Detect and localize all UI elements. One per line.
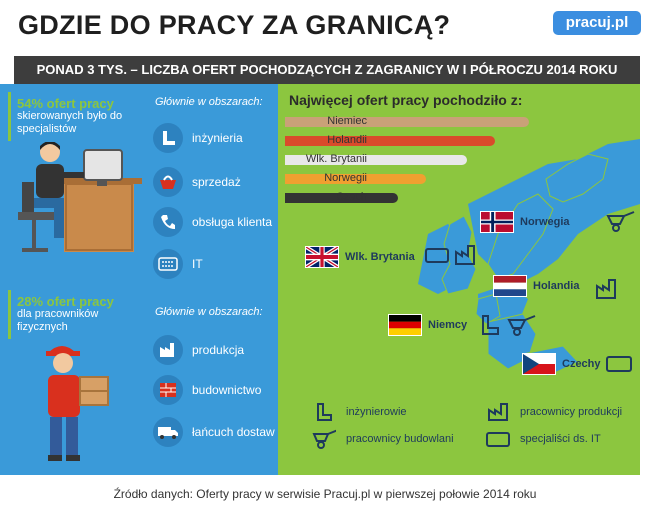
norway-flag-icon bbox=[480, 211, 514, 233]
bar-row: Wlk. Brytanii bbox=[285, 151, 545, 169]
bar-row: Niemiec bbox=[285, 113, 545, 131]
specialists-stat: 54% ofert pracy skierowanych było do spe… bbox=[8, 92, 138, 141]
area-item-customer-service: obsługa klienta bbox=[153, 206, 272, 238]
country-tag-czech: Czechy bbox=[522, 350, 601, 378]
chart-title: Najwięcej ofert pracy pochodziło z: bbox=[289, 92, 523, 108]
legend-engineers: inżynierowie bbox=[312, 401, 407, 423]
bar-label: Holandii bbox=[327, 134, 367, 146]
basket-icon bbox=[153, 167, 183, 197]
page-title: GDZIE DO PRACY ZA GRANICĄ? bbox=[18, 10, 451, 40]
specialists-percent: 54% ofert pracy bbox=[17, 96, 114, 111]
country-tag-uk: Wlk. Brytania bbox=[305, 243, 415, 271]
germany-flag-icon bbox=[388, 314, 422, 336]
keyboard-icon bbox=[153, 249, 183, 279]
bar-3 bbox=[285, 174, 426, 184]
country-tag-germany: Niemcy bbox=[388, 311, 467, 339]
keyboard-icon bbox=[486, 428, 510, 450]
bar-2 bbox=[285, 155, 467, 165]
area-item-sales: sprzedaż bbox=[153, 166, 241, 198]
map-panel bbox=[278, 84, 640, 475]
area-item-production: produkcja bbox=[153, 334, 244, 366]
wheelbarrow-icon bbox=[606, 211, 635, 232]
factory-icon bbox=[455, 245, 475, 265]
area-item-it: IT bbox=[153, 248, 203, 280]
legend-production: pracownicy produkcji bbox=[486, 401, 622, 423]
bar-4 bbox=[285, 193, 398, 203]
physical-text: dla pracowników fizycznych bbox=[17, 308, 99, 333]
bricks-icon bbox=[153, 375, 183, 405]
legend-it: specjaliści ds. IT bbox=[486, 428, 601, 450]
ruler-icon bbox=[482, 315, 499, 335]
factory-icon bbox=[596, 279, 616, 299]
office-worker-illustration bbox=[18, 142, 142, 252]
physical-stat: 28% ofert pracy dla pracowników fizyczny… bbox=[8, 290, 138, 339]
bar-label: Niemiec bbox=[327, 115, 367, 127]
country-tag-netherlands: Holandia bbox=[493, 272, 579, 300]
physical-percent: 28% ofert pracy bbox=[17, 294, 114, 309]
area-item-supply-chain: łańcuch dostaw bbox=[153, 416, 275, 448]
subtitle-bar: PONAD 3 TYS. – LICZBA OFERT POCHODZĄCYCH… bbox=[14, 56, 640, 84]
bar-label: Czech bbox=[335, 191, 367, 203]
bar-row: Holandii bbox=[285, 132, 545, 150]
pracuj-logo[interactable]: pracuj.pl bbox=[553, 11, 641, 35]
truck-icon bbox=[153, 417, 183, 447]
factory-icon bbox=[153, 335, 183, 365]
bar-row: Czech bbox=[285, 189, 545, 207]
ruler-icon bbox=[153, 123, 183, 153]
wheelbarrow-icon bbox=[507, 315, 536, 336]
physical-areas-heading: Głównie w obszarach: bbox=[155, 306, 263, 318]
bar-row: Norwegii bbox=[285, 170, 545, 188]
source-note: Źródło danych: Oferty pracy w serwisie P… bbox=[113, 487, 537, 501]
keyboard-icon bbox=[606, 356, 632, 372]
phone-icon bbox=[153, 207, 183, 237]
delivery-worker-illustration bbox=[46, 346, 109, 461]
bar-label: Norwegii bbox=[324, 172, 367, 184]
wheelbarrow-icon bbox=[312, 428, 336, 450]
ruler-icon bbox=[312, 401, 336, 423]
area-item-construction: budownictwo bbox=[153, 374, 261, 406]
bar-1 bbox=[285, 136, 495, 146]
czech-flag-icon bbox=[522, 353, 556, 375]
keyboard-icon bbox=[425, 248, 449, 263]
area-item-engineering: inżynieria bbox=[153, 122, 243, 154]
legend-construction: pracownicy budowlani bbox=[312, 428, 454, 450]
country-tag-norway: Norwegia bbox=[480, 208, 570, 236]
left-panel: 54% ofert pracy skierowanych było do spe… bbox=[0, 84, 278, 475]
uk-flag-icon bbox=[305, 246, 339, 268]
bar-label: Wlk. Brytanii bbox=[305, 153, 367, 165]
specialists-text: skierowanych było do specjalistów bbox=[17, 110, 123, 135]
bar-0 bbox=[285, 117, 529, 127]
netherlands-flag-icon bbox=[493, 275, 527, 297]
specialists-areas-heading: Głównie w obszarach: bbox=[155, 96, 263, 108]
factory-icon bbox=[486, 401, 510, 423]
